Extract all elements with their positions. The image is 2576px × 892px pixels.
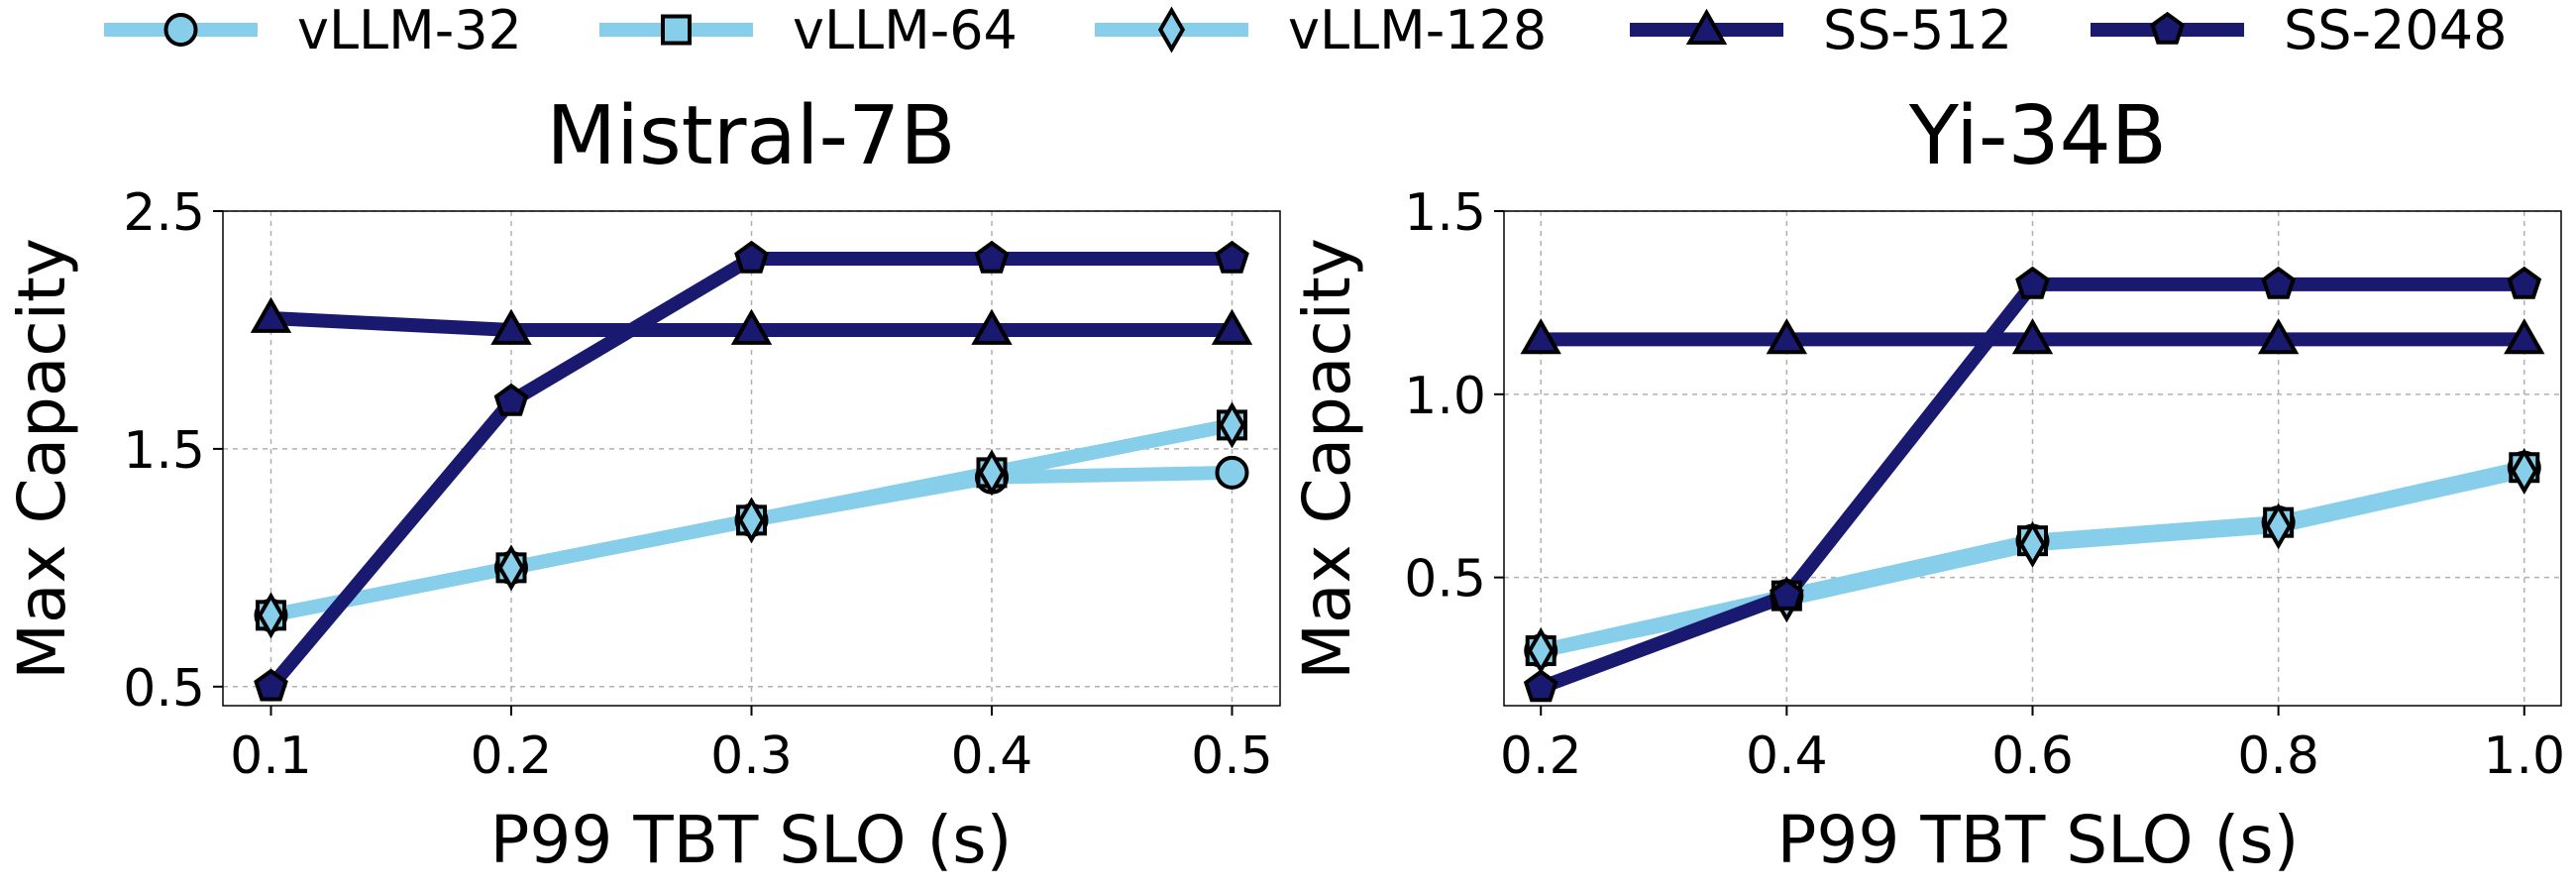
data-point-ss-2048 [2261,266,2296,299]
series-points-ss-512 [250,296,1253,345]
data-point-vllm-128 [737,497,766,544]
y-axis-label: Max Capacity [4,238,80,680]
x-axis-label: P99 TBT SLO (s) [1777,802,2300,878]
series-points-ss-512 [1520,318,2545,355]
y-tick-label: 0.5 [1404,550,1486,610]
x-tick-label: 0.6 [1991,726,2074,786]
data-point-ss-2048 [1215,240,1249,274]
data-point-ss-512 [730,308,773,345]
series-points-vllm-128 [257,401,1246,639]
x-tick-label: 0.4 [951,726,1033,786]
legend-label: SS-512 [1823,0,2012,61]
y-tick-label: 2.5 [123,183,205,243]
y-tick-label: 0.5 [123,659,205,719]
data-point-vllm-128 [2018,520,2047,568]
data-point-vllm-32 [1215,455,1249,490]
data-point-vllm-128 [1218,401,1246,449]
legend-item-ss-512: SS-512 [1630,0,2012,61]
data-point-ss-512 [2257,318,2300,355]
x-tick-label: 0.4 [1746,726,1828,786]
x-tick-label: 0.8 [2237,726,2319,786]
x-tick-label: 0.5 [1191,726,1273,786]
data-point-ss-512 [2011,318,2054,355]
legend-item-ss-2048: SS-2048 [2091,0,2507,61]
legend-marker-circle [163,13,198,47]
data-point-ss-2048 [2015,266,2050,299]
data-point-ss-2048 [493,383,529,416]
series-markers [1520,266,2545,703]
legend: vLLM-32 vLLM-64 vLLM-128 SS-512 SS-2048 [104,0,2507,61]
data-point-ss-2048 [734,240,769,274]
plot-area: 0.2 0.4 0.6 0.8 1.0 0.5 1.0 1.5 [1404,183,2565,786]
legend-label: vLLM-64 [793,0,1018,61]
legend-marker-triangle [1685,8,1728,45]
data-point-ss-512 [1211,308,1253,345]
data-point-vllm-128 [978,449,1006,497]
data-point-ss-512 [1520,318,1561,355]
data-point-ss-2048 [2507,266,2542,299]
panel-mistral-7b: 0.1 0.2 0.3 0.4 0.5 0.5 1.5 2.5 Mistral-7B P99 … [4,89,1281,878]
x-tick-label: 0.3 [710,726,793,786]
data-point-ss-2048 [254,668,288,702]
panel-yi-34b: 0.2 0.4 0.6 0.8 1.0 0.5 1.0 1.5 Yi-34B P99 TBT … [1289,89,2565,878]
legend-marker-diamond [1157,6,1186,54]
legend-label: vLLM-128 [1288,0,1547,61]
y-tick-label: 1.5 [123,421,205,481]
chart-title: Yi-34B [1908,89,2167,183]
legend-item-vllm-32: vLLM-32 [104,0,522,61]
series-markers [250,240,1253,702]
data-point-ss-2048 [974,240,1010,274]
data-point-vllm-128 [257,592,285,639]
series-points-ss-2048 [1523,266,2542,703]
series-line-vllm-32 [264,465,1239,622]
plot-area: 0.1 0.2 0.3 0.4 0.5 0.5 1.5 2.5 [123,183,1281,786]
x-tick-label: 0.2 [1500,726,1582,786]
data-point-ss-512 [490,308,532,345]
data-point-ss-512 [250,296,292,333]
legend-marker-square [661,14,692,46]
x-tick-label: 0.1 [230,726,312,786]
data-point-vllm-128 [2511,447,2538,495]
legend-item-vllm-64: vLLM-64 [599,0,1018,61]
y-tick-label: 1.5 [1404,183,1486,243]
series-points-ss-2048 [254,240,1249,702]
x-tick-label: 1.0 [2483,726,2565,786]
data-point-ss-512 [971,308,1013,345]
x-tick-label: 0.2 [471,726,553,786]
legend-marker-pentagon [2150,11,2185,45]
x-axis-label: P99 TBT SLO (s) [490,802,1013,878]
y-tick-label: 1.0 [1404,367,1486,426]
data-point-ss-2048 [1523,669,1558,703]
data-point-ss-512 [2504,318,2545,355]
data-point-vllm-128 [497,544,525,592]
y-axis-label: Max Capacity [1289,238,1365,680]
data-point-vllm-128 [2265,502,2293,550]
legend-item-vllm-128: vLLM-128 [1095,0,1547,61]
chart-title: Mistral-7B [546,89,955,183]
data-point-ss-512 [1766,318,1808,355]
data-point-ss-2048 [1770,577,1804,611]
legend-label: vLLM-32 [297,0,522,61]
legend-label: SS-2048 [2284,0,2507,61]
